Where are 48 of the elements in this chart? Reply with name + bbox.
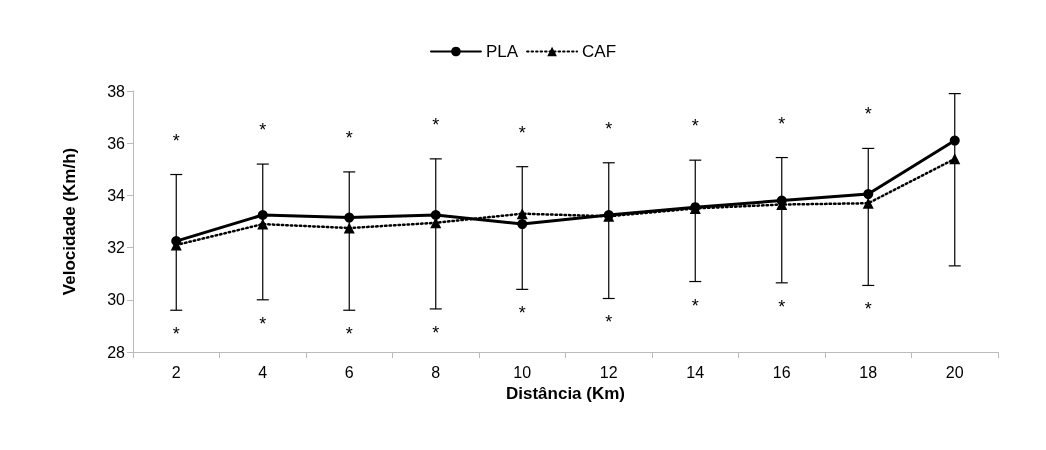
point <box>949 153 961 165</box>
x-tick-label: 2 <box>171 363 181 381</box>
annotation: * <box>778 113 786 134</box>
annotation: * <box>518 303 526 324</box>
x-axis-title: Distância (Km) <box>505 383 626 403</box>
x-tick-label: 12 <box>599 363 618 381</box>
point <box>863 189 874 200</box>
annotation: * <box>172 324 180 345</box>
annotation: * <box>605 312 613 333</box>
x-tick-label: 20 <box>945 363 964 381</box>
point <box>949 135 960 146</box>
x-tick-label: 8 <box>431 363 441 381</box>
point <box>257 218 269 230</box>
point <box>257 209 268 220</box>
point <box>430 209 441 220</box>
x-tick-label: 16 <box>772 363 791 381</box>
annotation: * <box>518 122 526 143</box>
annotation: * <box>432 114 440 135</box>
x-tick-label: 6 <box>344 363 354 381</box>
annotation: * <box>259 120 267 141</box>
point <box>517 219 528 230</box>
x-tick-label: 14 <box>686 363 705 381</box>
y-axis-title: Velocidade (Km/h) <box>60 147 79 296</box>
y-tick-label: 34 <box>107 186 126 204</box>
y-tick-label: 38 <box>107 82 126 100</box>
annotation: * <box>778 296 786 317</box>
x-tick-label: 18 <box>859 363 878 381</box>
y-tick-label: 30 <box>107 291 126 309</box>
annotation: * <box>259 313 267 334</box>
annotation: * <box>172 130 180 151</box>
y-tick-label: 32 <box>107 239 126 257</box>
x-tick-label: 10 <box>513 363 532 381</box>
annotation: * <box>691 295 699 316</box>
annotation: * <box>345 324 353 345</box>
annotation: * <box>691 116 699 137</box>
point <box>344 212 355 223</box>
y-tick-label: 28 <box>107 343 126 361</box>
annotation: * <box>605 118 613 139</box>
annotation: * <box>345 127 353 148</box>
legend-label: PLA <box>485 42 519 61</box>
legend-label: CAF <box>582 42 617 61</box>
x-tick-label: 4 <box>258 363 268 381</box>
annotation: * <box>432 322 440 343</box>
annotation: * <box>864 104 872 125</box>
annotation: * <box>864 299 872 320</box>
point <box>516 208 528 220</box>
y-tick-label: 36 <box>107 134 126 152</box>
point <box>343 222 355 234</box>
